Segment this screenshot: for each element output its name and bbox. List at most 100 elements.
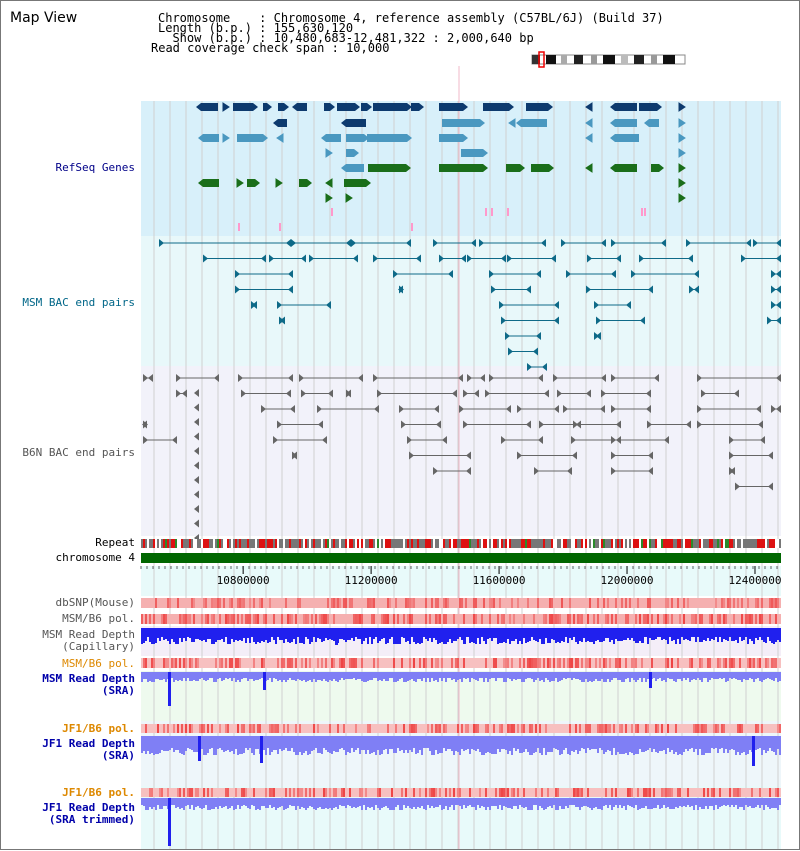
heat-cell bbox=[333, 658, 335, 668]
depth-bar bbox=[659, 672, 661, 678]
repeat-element bbox=[515, 539, 517, 548]
depth-bar bbox=[407, 672, 409, 681]
gene-feature bbox=[361, 103, 367, 111]
track-label-refseq-genes[interactable]: RefSeq Genes bbox=[55, 161, 135, 174]
heat-cell bbox=[329, 724, 331, 733]
heat-cell bbox=[355, 658, 357, 668]
track-label-msm-b6-pol[interactable]: MSM/B6 pol. bbox=[62, 612, 135, 625]
depth-bar bbox=[349, 628, 351, 640]
depth-bar bbox=[771, 628, 773, 643]
gene-strand-arrow bbox=[341, 164, 346, 172]
depth-bar bbox=[511, 798, 513, 809]
depth-bar bbox=[289, 672, 291, 678]
heat-cell bbox=[509, 614, 511, 624]
depth-bar bbox=[481, 736, 483, 755]
jf1-depth-sra-track[interactable] bbox=[141, 736, 781, 766]
depth-bar bbox=[263, 798, 265, 806]
repeat-element bbox=[749, 539, 751, 548]
heat-cell bbox=[307, 614, 309, 624]
depth-bar bbox=[547, 798, 549, 807]
depth-bar bbox=[223, 736, 225, 752]
track-label-b6n-bac[interactable]: B6N BAC end pairs bbox=[22, 446, 135, 459]
dbsnp-track[interactable] bbox=[141, 598, 781, 608]
heat-cell bbox=[215, 598, 217, 608]
depth-bar bbox=[331, 672, 333, 681]
track-label-msm-depth-sra[interactable]: MSM Read Depth (SRA) bbox=[42, 672, 135, 697]
track-label-repeat[interactable]: Repeat bbox=[95, 536, 135, 549]
bac-end-marker bbox=[261, 254, 266, 263]
heat-cell bbox=[533, 614, 535, 624]
track-label-msm-bac[interactable]: MSM BAC end pairs bbox=[22, 296, 135, 309]
jf1-b6-pol-trimmed-track[interactable] bbox=[141, 788, 781, 797]
heat-cell bbox=[715, 724, 717, 733]
track-label-jf1-b6-pol[interactable]: JF1/B6 pol. bbox=[62, 722, 135, 735]
heat-cell bbox=[603, 724, 605, 733]
repeat-element bbox=[669, 539, 671, 548]
refseq-genes[interactable] bbox=[196, 102, 686, 231]
depth-bar bbox=[283, 736, 285, 750]
depth-bar bbox=[633, 672, 635, 680]
depth-bar bbox=[299, 672, 301, 680]
depth-bar bbox=[763, 736, 765, 750]
depth-bar bbox=[697, 736, 699, 755]
heat-cell bbox=[271, 788, 273, 797]
repeat-element bbox=[411, 539, 413, 548]
depth-bar bbox=[191, 736, 193, 750]
depth-bar bbox=[257, 798, 259, 809]
depth-bar bbox=[277, 628, 279, 637]
track-label-dbsnp[interactable]: dbSNP(Mouse) bbox=[55, 596, 135, 609]
depth-bar bbox=[473, 736, 475, 750]
depth-bar bbox=[273, 798, 275, 807]
heat-cell bbox=[433, 788, 435, 797]
depth-bar bbox=[249, 628, 251, 643]
track-label-jf1-b6-pol-trimmed[interactable]: JF1/B6 pol. bbox=[62, 786, 135, 799]
msm-depth-sra-track[interactable] bbox=[141, 672, 781, 706]
heat-cell bbox=[563, 658, 565, 668]
track-label-chromosome[interactable]: chromosome 4 bbox=[55, 551, 135, 564]
depth-bar bbox=[699, 736, 701, 749]
msm-b6-pol-sra-track[interactable] bbox=[141, 658, 781, 668]
track-label-jf1-depth-trimmed[interactable]: JF1 Read Depth (SRA trimmed) bbox=[42, 801, 135, 826]
b6n-bac-end-pairs[interactable] bbox=[142, 374, 781, 542]
repeat-track[interactable] bbox=[141, 539, 781, 548]
depth-bar bbox=[415, 672, 417, 682]
depth-bar bbox=[751, 672, 753, 679]
track-label-msm-depth-capillary[interactable]: MSM Read Depth (Capillary) bbox=[42, 628, 135, 653]
depth-bar bbox=[699, 628, 701, 642]
heat-cell bbox=[697, 724, 699, 733]
heat-cell bbox=[289, 788, 291, 797]
depth-bar bbox=[533, 798, 535, 805]
depth-bar bbox=[661, 736, 663, 751]
depth-bar bbox=[581, 628, 583, 642]
depth-bar bbox=[593, 672, 595, 681]
chromosome-ideogram[interactable] bbox=[531, 51, 686, 68]
heat-cell bbox=[729, 598, 731, 608]
depth-bar bbox=[629, 798, 631, 806]
depth-bar bbox=[761, 736, 763, 755]
depth-bar bbox=[673, 798, 675, 809]
msm-depth-capillary-track[interactable] bbox=[141, 628, 781, 645]
msm-bac-end-pairs[interactable] bbox=[159, 239, 781, 371]
heat-cell bbox=[355, 724, 357, 733]
depth-bar bbox=[573, 736, 575, 752]
repeat-element bbox=[393, 539, 395, 548]
jf1-depth-trimmed-track[interactable] bbox=[141, 798, 781, 846]
depth-bar bbox=[777, 628, 779, 640]
depth-bar bbox=[709, 672, 711, 680]
track-label-msm-b6-pol-sra[interactable]: MSM/B6 pol. bbox=[62, 657, 135, 670]
bac-end-marker bbox=[611, 405, 616, 413]
heat-cell bbox=[635, 658, 637, 668]
depth-bar bbox=[511, 736, 513, 755]
heat-cell bbox=[777, 788, 779, 797]
msm-b6-pol-track[interactable] bbox=[141, 614, 781, 624]
depth-bar bbox=[767, 798, 769, 807]
track-label-jf1-depth-sra[interactable]: JF1 Read Depth (SRA) bbox=[42, 737, 135, 762]
repeat-element bbox=[729, 539, 731, 548]
depth-bar bbox=[379, 672, 381, 680]
bac-end-marker bbox=[286, 239, 291, 247]
depth-bar bbox=[317, 628, 319, 638]
jf1-b6-pol-track[interactable] bbox=[141, 724, 781, 733]
heat-cell bbox=[367, 598, 369, 608]
heat-cell bbox=[759, 658, 761, 668]
heat-cell bbox=[687, 788, 689, 797]
